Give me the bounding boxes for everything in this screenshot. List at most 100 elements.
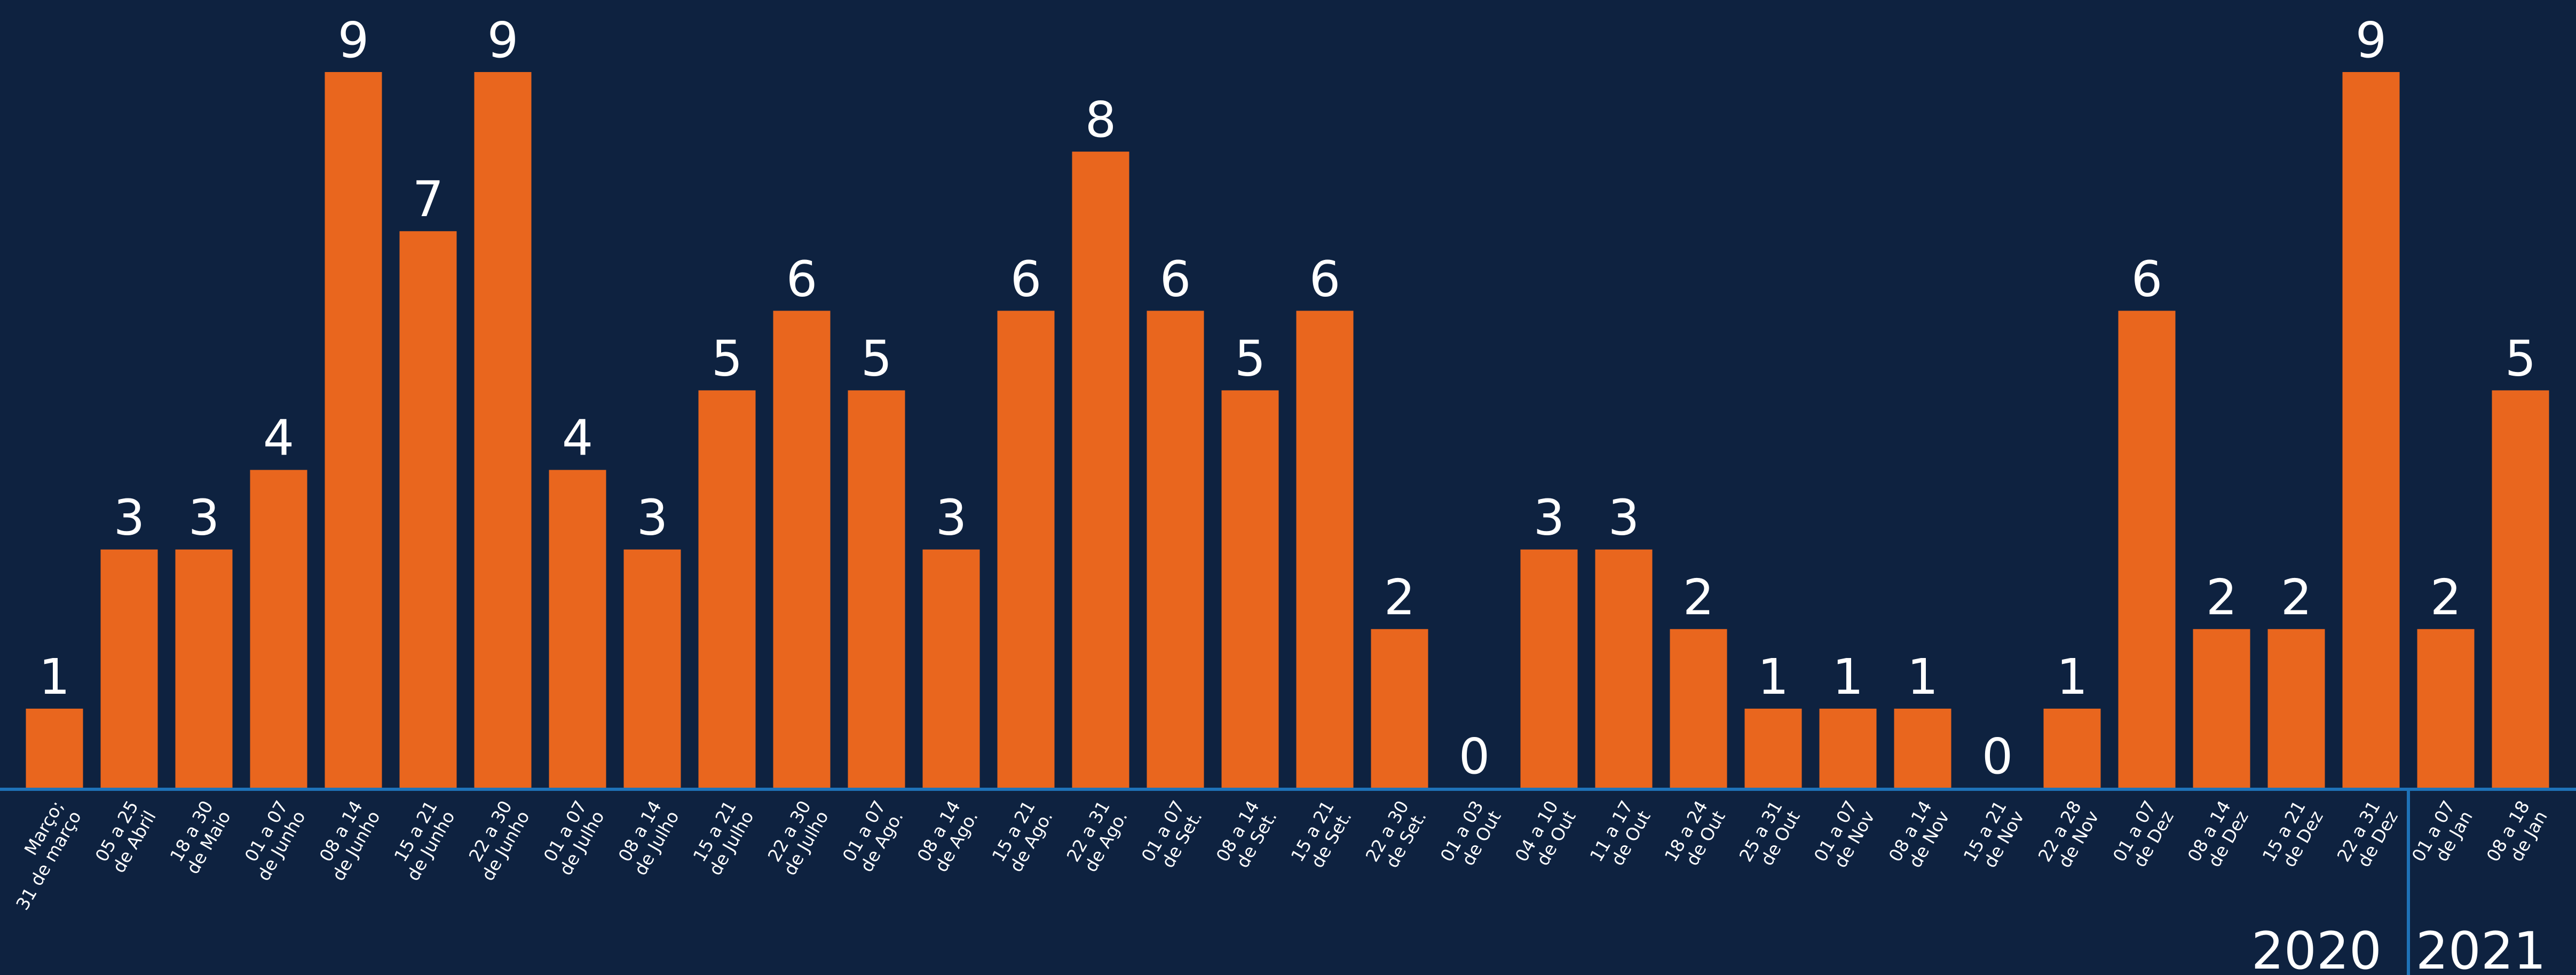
x-tick-label-12: 08 a 14de Ago. xyxy=(913,797,982,876)
bar-1 xyxy=(100,549,158,788)
bar-value-label-22: 2 xyxy=(1683,569,1714,626)
bar-16 xyxy=(1221,390,1279,788)
x-tick-label-29: 08 a 14de Dez xyxy=(2184,797,2253,876)
x-tick-label-33: 08 a 18de Jan xyxy=(2483,797,2551,876)
bar-value-label-18: 2 xyxy=(1384,569,1416,626)
x-tick-label-5: 15 a 21de Junho xyxy=(385,797,459,885)
bar-value-label-29: 2 xyxy=(2206,569,2238,626)
bar-value-label-6: 9 xyxy=(487,12,519,69)
bar-14 xyxy=(1072,152,1129,789)
bar-value-label-15: 6 xyxy=(1160,250,1191,307)
bar-value-label-8: 3 xyxy=(637,489,668,546)
bar-value-label-19: 0 xyxy=(1459,728,1490,785)
x-tick-label-18: 22 a 30de Set. xyxy=(1362,797,1431,876)
bar-31 xyxy=(2342,72,2400,788)
bar-5 xyxy=(399,231,457,789)
bar-6 xyxy=(474,72,532,788)
bar-value-label-33: 5 xyxy=(2505,330,2537,387)
bar-9 xyxy=(698,390,756,788)
bar-value-label-31: 9 xyxy=(2356,12,2387,69)
bars-group xyxy=(26,72,2549,789)
x-tick-label-21: 11 a 17de Out xyxy=(1586,797,1655,875)
bar-value-label-17: 6 xyxy=(1309,250,1341,307)
x-tick-label-11: 01 a 07de Ago. xyxy=(838,797,907,876)
bar-13 xyxy=(997,311,1055,788)
bar-value-label-27: 1 xyxy=(2057,648,2088,706)
bar-15 xyxy=(1147,311,1204,788)
bar-25 xyxy=(1894,708,1951,788)
bar-24 xyxy=(1819,708,1877,788)
bar-22 xyxy=(1670,629,1727,788)
bar-value-label-28: 6 xyxy=(2131,250,2163,307)
bar-18 xyxy=(1371,629,1428,788)
bar-value-label-2: 3 xyxy=(188,489,220,546)
bar-12 xyxy=(922,549,980,788)
bar-3 xyxy=(250,470,307,788)
bar-21 xyxy=(1595,549,1653,788)
bar-value-label-32: 2 xyxy=(2430,569,2462,626)
x-tick-label-17: 15 a 21de Set. xyxy=(1287,797,1356,876)
bar-value-label-3: 4 xyxy=(263,410,295,467)
x-tick-label-15: 01 a 07de Set. xyxy=(1137,797,1206,876)
bar-value-label-4: 9 xyxy=(338,12,369,69)
x-tick-label-8: 08 a 14de Julho xyxy=(612,797,683,879)
bar-value-label-9: 5 xyxy=(712,330,743,387)
x-tick-label-3: 01 a 07de Junho xyxy=(235,797,310,885)
year-labels-group: 2020 2021 xyxy=(2251,921,2546,975)
x-tick-labels-group: Março;31 de março 05 a 25de Abril 18 a 30d… xyxy=(0,797,2551,914)
x-tick-label-25: 08 a 14de Nov xyxy=(1885,797,1954,876)
bar-value-label-24: 1 xyxy=(1832,648,1864,706)
bar-28 xyxy=(2118,311,2176,788)
bar-value-label-12: 3 xyxy=(936,489,967,546)
x-tick-label-6: 22 a 30de Junho xyxy=(460,797,534,885)
bar-32 xyxy=(2417,629,2475,788)
x-tick-label-13: 15 a 21de Ago. xyxy=(987,797,1056,876)
bar-30 xyxy=(2267,629,2325,788)
bar-11 xyxy=(848,390,905,788)
bar-value-label-7: 4 xyxy=(562,410,594,467)
bar-value-label-1: 3 xyxy=(114,489,145,546)
x-tick-label-32: 01 a 07de Jan xyxy=(2408,797,2477,876)
x-tick-label-26: 15 a 21de Nov xyxy=(1959,797,2028,876)
year-label-2020: 2020 xyxy=(2251,921,2382,975)
x-tick-label-31: 22 a 31de Dez xyxy=(2333,797,2402,876)
x-tick-label-30: 15 a 21de Dez xyxy=(2258,797,2327,876)
bar-8 xyxy=(623,549,681,788)
bar-20 xyxy=(1520,549,1578,788)
bar-value-label-21: 3 xyxy=(1608,489,1640,546)
bar-value-label-11: 5 xyxy=(861,330,892,387)
x-tick-label-4: 08 a 14de Junho xyxy=(310,797,384,885)
bar-33 xyxy=(2492,390,2549,788)
x-tick-label-2: 18 a 30de Maio xyxy=(164,797,235,878)
bar-value-label-5: 7 xyxy=(413,171,444,228)
x-tick-label-24: 01 a 07de Nov xyxy=(1810,797,1879,876)
x-tick-label-19: 01 a 03de Out xyxy=(1436,797,1505,875)
year-label-2021: 2021 xyxy=(2416,921,2546,975)
bar-0 xyxy=(26,708,83,788)
x-tick-label-7: 01 a 07de Julho xyxy=(538,797,609,879)
bar-value-label-30: 2 xyxy=(2281,569,2312,626)
bar-29 xyxy=(2193,629,2250,788)
x-tick-label-1: 05 a 25de Abril xyxy=(91,797,160,877)
bar-17 xyxy=(1296,311,1354,788)
bar-10 xyxy=(773,311,831,788)
bar-27 xyxy=(2043,708,2101,788)
bar-value-label-14: 8 xyxy=(1085,91,1117,148)
x-tick-label-20: 04 a 10de Out xyxy=(1511,797,1580,875)
bar-23 xyxy=(1744,708,1802,788)
x-tick-label-14: 22 a 31de Ago. xyxy=(1062,797,1131,876)
x-tick-label-16: 08 a 14de Set. xyxy=(1212,797,1281,876)
bar-value-label-25: 1 xyxy=(1907,648,1939,706)
bar-value-label-26: 0 xyxy=(1982,728,2013,785)
x-tick-label-10: 22 a 30de Julho xyxy=(762,797,833,879)
bar-value-label-13: 6 xyxy=(1010,250,1042,307)
bar-value-label-23: 1 xyxy=(1758,648,1789,706)
bar-7 xyxy=(549,470,606,788)
bar-value-label-16: 5 xyxy=(1235,330,1266,387)
x-tick-label-0: Março;31 de março xyxy=(0,797,85,914)
x-tick-label-23: 25 a 31de Out xyxy=(1735,797,1804,875)
x-tick-label-27: 22 a 28de Nov xyxy=(2034,797,2103,876)
bar-2 xyxy=(175,549,233,788)
